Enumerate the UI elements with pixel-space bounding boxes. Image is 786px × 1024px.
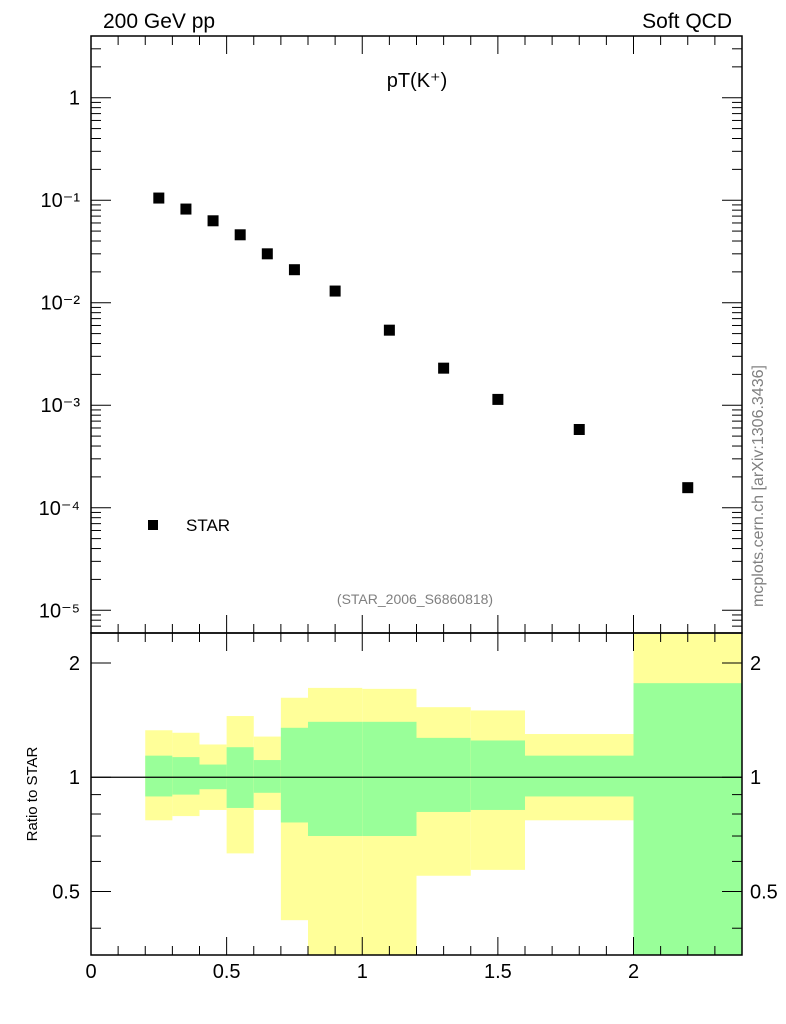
ratio-y-tick-label-right: 0.5	[750, 881, 778, 903]
header-right: Soft QCD	[642, 10, 732, 33]
ratio-y-axis-label: Ratio to STAR	[24, 746, 41, 841]
x-tick-label: 0	[85, 961, 96, 983]
inner-band-bin	[525, 755, 634, 797]
ratio-y-tick-labels: 0.5 0.5 1 1 2 2	[52, 653, 778, 903]
main-y-tick-label: 10⁻¹	[41, 190, 81, 212]
main-y-tick-label: 1	[69, 88, 80, 110]
inner-band-bin	[416, 737, 471, 812]
data-point	[492, 393, 504, 405]
data-point	[288, 264, 300, 276]
data-point	[438, 362, 450, 374]
main-y-tick-labels: 1 10⁻¹ 10⁻² 10⁻³ 10⁻⁴ 10⁻⁵	[39, 88, 81, 623]
main-ticks	[90, 35, 743, 634]
inner-band-bin	[145, 755, 173, 797]
plot-title: pT(K⁺)	[387, 70, 448, 92]
inner-band-bin	[280, 727, 308, 823]
main-y-tick-label: 10⁻⁴	[39, 498, 80, 520]
inner-band-bin	[362, 721, 417, 837]
ratio-y-tick-label-right: 2	[750, 653, 761, 675]
ratio-bands	[145, 634, 742, 955]
data-point	[383, 324, 395, 336]
data-point	[682, 482, 694, 494]
main-y-tick-label: 10⁻²	[41, 293, 81, 315]
inner-band-bin	[308, 721, 363, 837]
inner-band-bin	[470, 740, 525, 810]
main-frame	[90, 35, 743, 634]
x-tick-labels: 0 0.5 1 1.5 2	[85, 961, 639, 983]
data-point	[261, 248, 273, 260]
inner-band-bin	[633, 683, 742, 955]
x-tick-label: 1	[357, 961, 368, 983]
ratio-y-tick-label-left: 0.5	[52, 881, 80, 903]
main-panel: 1 10⁻¹ 10⁻² 10⁻³ 10⁻⁴ 10⁻⁵ pT(K⁺) STAR (STAR_…	[39, 35, 743, 634]
inner-band-bin	[172, 757, 200, 795]
side-label: mcplots.cern.ch [arXiv:1306.3436]	[750, 365, 767, 607]
main-y-tick-label: 10⁻³	[41, 395, 81, 417]
header-left: 200 GeV pp	[103, 10, 215, 33]
main-y-tick-label: 10⁻⁵	[39, 600, 80, 622]
ratio-y-tick-label-left: 1	[69, 767, 80, 789]
ratio-y-tick-label-right: 1	[750, 767, 761, 789]
inner-band-bin	[253, 760, 281, 793]
x-tick-label: 0.5	[213, 961, 241, 983]
data-point	[234, 229, 246, 241]
data-point	[153, 192, 165, 204]
x-tick-label: 2	[628, 961, 639, 983]
ratio-ticks	[90, 633, 743, 955]
data-point	[207, 215, 219, 227]
data-point	[180, 203, 192, 215]
ratio-panel: 0.5 0.5 1 1 2 2 0 0.5 1 1.5 2 Ratio to STAR	[24, 632, 778, 983]
legend-marker	[148, 520, 158, 530]
analysis-annotation: (STAR_2006_S6860818)	[337, 591, 493, 607]
data-point	[329, 285, 341, 297]
ratio-y-tick-label-left: 2	[69, 653, 80, 675]
data-points	[153, 192, 694, 494]
legend-label: STAR	[186, 516, 230, 535]
data-point	[573, 423, 585, 435]
x-tick-label: 1.5	[484, 961, 512, 983]
